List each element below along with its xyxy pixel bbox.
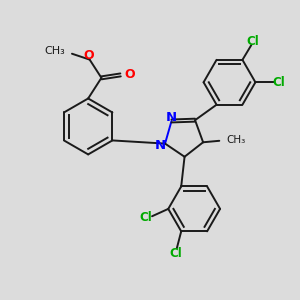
Text: Cl: Cl — [139, 211, 152, 224]
Text: Cl: Cl — [170, 247, 183, 260]
Text: CH₃: CH₃ — [45, 46, 65, 56]
Text: O: O — [124, 68, 135, 81]
Text: N: N — [166, 111, 177, 124]
Text: Cl: Cl — [246, 35, 259, 48]
Text: Cl: Cl — [273, 76, 285, 89]
Text: N: N — [155, 139, 166, 152]
Text: O: O — [83, 49, 94, 62]
Text: CH₃: CH₃ — [227, 135, 246, 145]
